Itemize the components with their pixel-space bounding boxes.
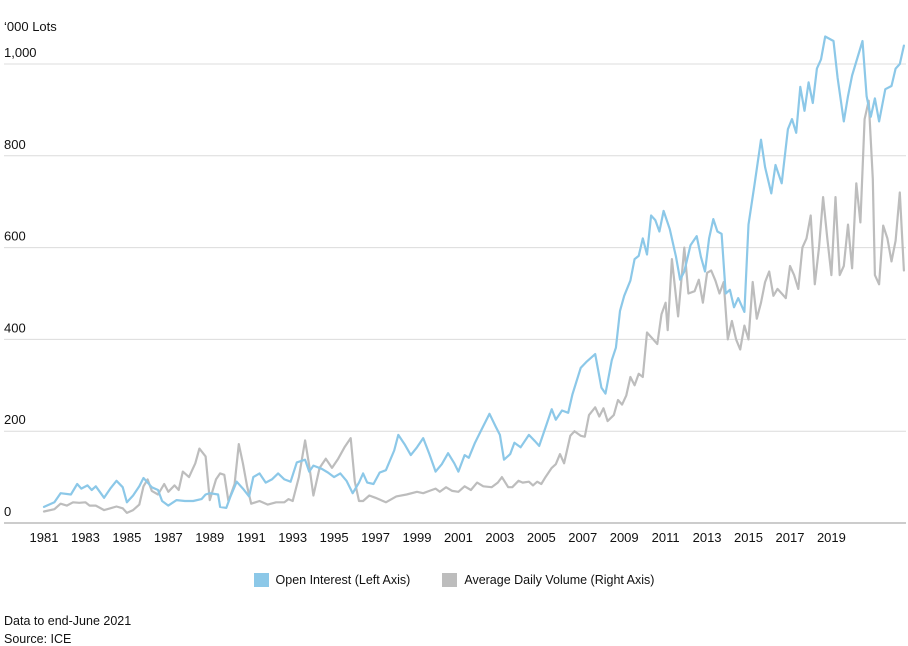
- x-tick-label: 1981: [30, 530, 59, 545]
- legend-swatch-blue: [253, 573, 269, 587]
- x-tick-label: 2009: [610, 530, 639, 545]
- x-tick-label: 2007: [568, 530, 597, 545]
- x-tick-label: 1997: [361, 530, 390, 545]
- x-tick-label: 2001: [444, 530, 473, 545]
- x-tick-label: 2019: [817, 530, 846, 545]
- y-axis-unit-label: ‘000 Lots: [4, 19, 57, 34]
- x-tick-label: 1983: [71, 530, 100, 545]
- legend-swatch-grey: [442, 573, 458, 587]
- legend-label-open-interest: Open Interest (Left Axis): [275, 573, 411, 587]
- x-tick-label: 2013: [693, 530, 722, 545]
- legend: Open Interest (Left Axis) Average Daily …: [0, 573, 908, 587]
- x-tick-label: 1989: [195, 530, 224, 545]
- legend-item-open-interest: Open Interest (Left Axis): [253, 573, 411, 587]
- x-tick-label: 1993: [278, 530, 307, 545]
- source-note: Source: ICE: [4, 632, 72, 646]
- x-tick-label: 1985: [112, 530, 141, 545]
- x-tick-label: 2011: [652, 530, 680, 545]
- x-tick-label: 1991: [237, 530, 266, 545]
- x-tick-label: 2005: [527, 530, 556, 545]
- y-tick-label: 600: [4, 229, 26, 244]
- x-tick-label: 1987: [154, 530, 183, 545]
- x-tick-label: 2015: [734, 530, 763, 545]
- x-tick-label: 2003: [485, 530, 514, 545]
- x-tick-label: 1999: [403, 530, 432, 545]
- y-tick-label: 1,000: [4, 45, 37, 60]
- x-tick-label: 1995: [320, 530, 349, 545]
- legend-label-average-daily-volume: Average Daily Volume (Right Axis): [464, 573, 655, 587]
- y-tick-label: 200: [4, 412, 26, 427]
- series-line-open-interest: [42, 35, 905, 509]
- data-note: Data to end-June 2021: [4, 614, 132, 628]
- series-line-average-daily-volume: [42, 99, 905, 514]
- gridlines: [4, 63, 906, 524]
- axis-labels: 0 200 400 600 800 1,000 ‘000 Lots 1981 1983 1985 1…: [4, 19, 846, 545]
- x-tick-label: 2017: [776, 530, 805, 545]
- y-tick-label: 0: [4, 504, 11, 519]
- legend-item-average-daily-volume: Average Daily Volume (Right Axis): [442, 573, 654, 587]
- series-layer: [42, 35, 905, 514]
- y-tick-label: 800: [4, 137, 26, 152]
- chart-canvas: 0 200 400 600 800 1,000 ‘000 Lots 1981 1983 1985 1…: [4, 19, 906, 545]
- y-tick-label: 400: [4, 320, 26, 335]
